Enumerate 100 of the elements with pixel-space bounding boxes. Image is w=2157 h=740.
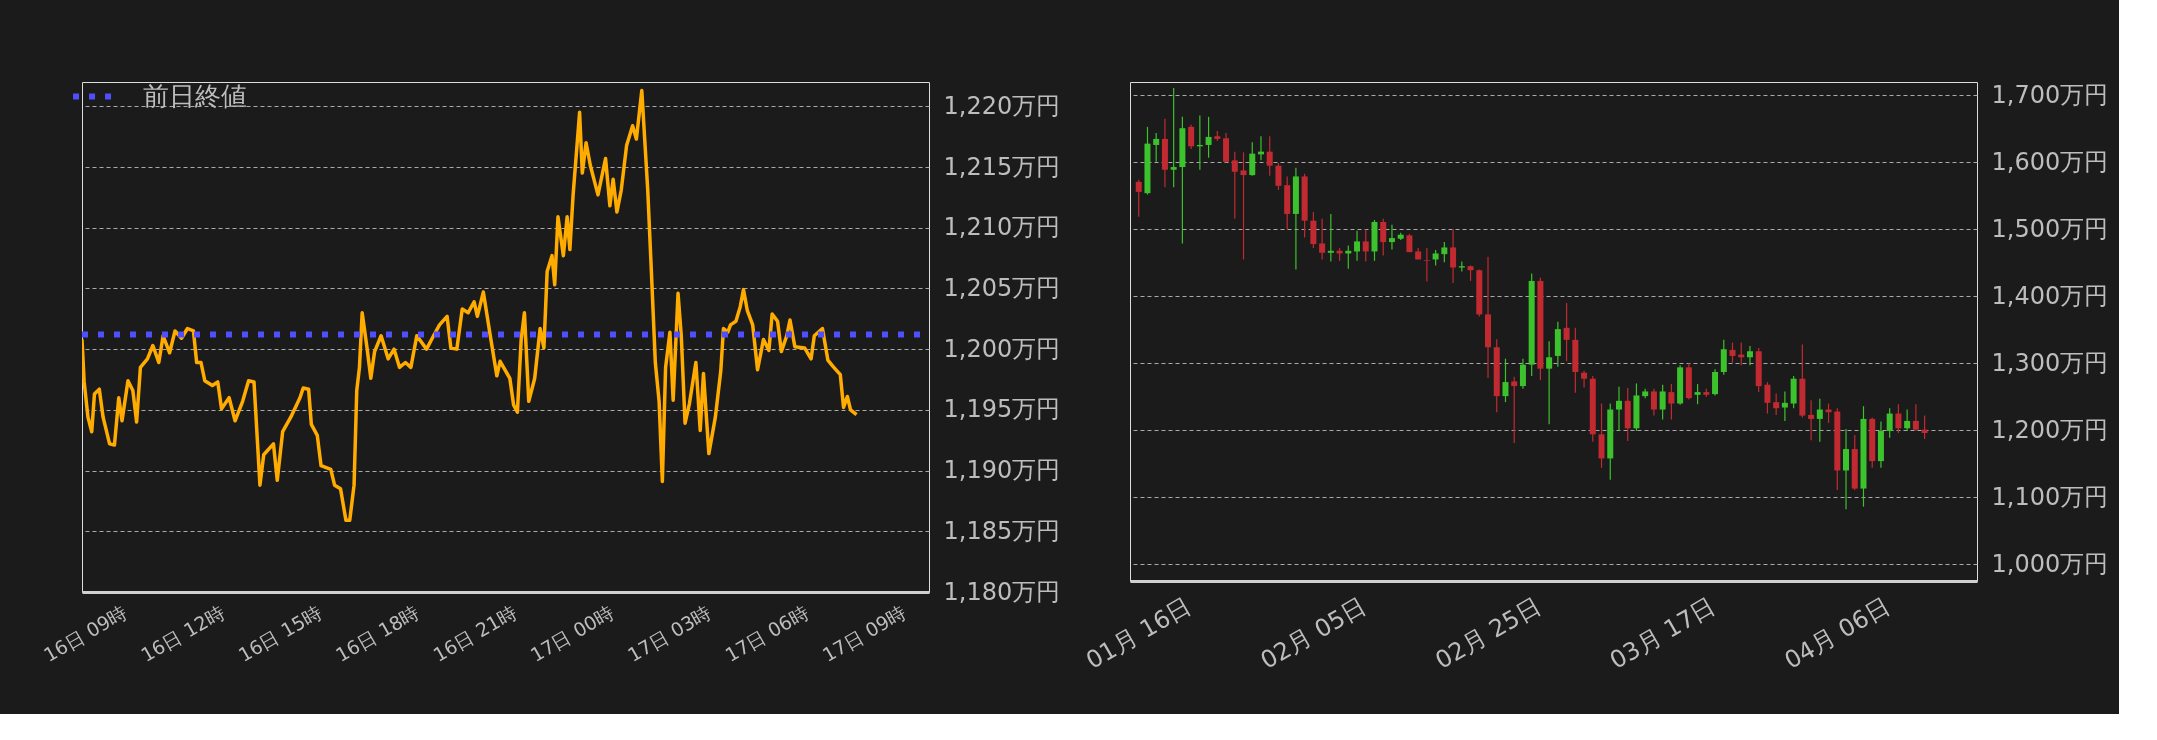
candlestick bbox=[1537, 276, 1544, 381]
candlestick bbox=[1406, 233, 1413, 253]
candlestick bbox=[1266, 135, 1273, 177]
candlestick bbox=[1362, 228, 1369, 263]
candlestick bbox=[1519, 358, 1526, 390]
candlestick bbox=[1493, 338, 1500, 413]
candlestick bbox=[1528, 272, 1535, 377]
candlestick bbox=[1615, 386, 1622, 432]
candlestick bbox=[1231, 151, 1238, 220]
candlestick bbox=[1869, 416, 1876, 469]
candlestick bbox=[1799, 343, 1806, 419]
y-tick-label: 1,700万円 bbox=[1991, 80, 2109, 109]
candlestick bbox=[1240, 151, 1247, 261]
y-tick-label: 1,215万円 bbox=[943, 152, 1061, 181]
candlestick bbox=[1668, 383, 1675, 421]
y-tick-label: 1,200万円 bbox=[943, 334, 1061, 363]
candlestick bbox=[1581, 370, 1588, 389]
y-tick-label: 1,210万円 bbox=[943, 213, 1061, 242]
candlestick bbox=[1677, 364, 1684, 406]
x-tick-label: 16日 15時 bbox=[234, 600, 326, 667]
candlestick bbox=[1851, 434, 1858, 491]
candlestick bbox=[1153, 132, 1160, 163]
candlestick bbox=[1808, 399, 1815, 441]
candlestick bbox=[1659, 384, 1666, 421]
x-tick-label: 16日 21時 bbox=[429, 600, 521, 667]
x-tick-label: 16日 18時 bbox=[331, 600, 423, 667]
y-tick-label: 1,180万円 bbox=[943, 577, 1061, 606]
y-tick-label: 1,000万円 bbox=[1991, 549, 2109, 578]
candlestick bbox=[1886, 407, 1893, 439]
x-tick-label: 03月 17日 bbox=[1605, 592, 1721, 675]
x-tick-label: 17日 03時 bbox=[623, 600, 715, 667]
x-tick-label: 01月 16日 bbox=[1081, 592, 1197, 675]
candlestick bbox=[1895, 403, 1902, 434]
candlestick bbox=[1720, 339, 1727, 376]
x-tick-label: 17日 09時 bbox=[818, 600, 910, 667]
candlestick bbox=[1144, 126, 1151, 196]
candlestick bbox=[1554, 321, 1561, 368]
candlestick bbox=[1476, 268, 1483, 318]
candlestick bbox=[1921, 414, 1928, 440]
candlestick bbox=[1441, 241, 1448, 263]
candlestick bbox=[1834, 407, 1841, 491]
candlestick bbox=[1292, 167, 1299, 271]
candlestick bbox=[1598, 402, 1605, 469]
x-tick-label: 16日 12時 bbox=[137, 600, 229, 667]
candlestick bbox=[1877, 420, 1884, 469]
legend-label: 前日終値 bbox=[143, 80, 247, 111]
candlestick bbox=[1633, 382, 1640, 432]
candlestick bbox=[1746, 345, 1753, 366]
candlestick bbox=[1712, 368, 1719, 397]
x-tick-label: 16日 09時 bbox=[39, 600, 131, 667]
candlestick bbox=[1624, 387, 1631, 442]
candlestick bbox=[1170, 87, 1177, 188]
y-tick-label: 1,220万円 bbox=[943, 91, 1061, 120]
candlestick bbox=[1371, 219, 1378, 262]
x-tick-label: 17日 00時 bbox=[526, 600, 618, 667]
candlestick bbox=[1860, 405, 1867, 508]
candlestick bbox=[1188, 124, 1195, 150]
candlestick bbox=[1179, 116, 1186, 245]
candlestick bbox=[1816, 398, 1823, 443]
y-tick-label: 1,500万円 bbox=[1991, 214, 2109, 243]
y-tick-label: 1,185万円 bbox=[943, 516, 1061, 545]
candlestick bbox=[1607, 402, 1614, 481]
candlestick bbox=[1380, 218, 1387, 257]
candlestick bbox=[1423, 247, 1430, 283]
candlestick bbox=[1284, 175, 1291, 230]
y-tick-label: 1,300万円 bbox=[1991, 348, 2109, 377]
candlestick bbox=[1354, 230, 1361, 262]
candlestick bbox=[1764, 381, 1771, 415]
candlestick bbox=[1327, 213, 1334, 263]
y-tick-label: 1,600万円 bbox=[1991, 147, 2109, 176]
candlestick bbox=[1450, 228, 1457, 284]
candlestick bbox=[1904, 408, 1911, 432]
y-tick-label: 1,190万円 bbox=[943, 456, 1061, 485]
candlestick bbox=[1161, 118, 1168, 188]
y-tick-label: 1,100万円 bbox=[1991, 482, 2109, 511]
y-tick-label: 1,195万円 bbox=[943, 395, 1061, 424]
candlestick bbox=[1773, 392, 1780, 416]
candlestick bbox=[1223, 132, 1230, 163]
x-tick-label: 02月 25日 bbox=[1430, 592, 1546, 675]
candlestick bbox=[1546, 340, 1553, 425]
y-tick-label: 1,205万円 bbox=[943, 273, 1061, 302]
candlestick bbox=[1511, 376, 1518, 444]
candlestick bbox=[1572, 327, 1579, 394]
candlestick bbox=[1275, 162, 1282, 191]
candlestick bbox=[1755, 347, 1762, 393]
candlestick bbox=[1912, 403, 1919, 432]
candlestick bbox=[1790, 375, 1797, 409]
candlestick bbox=[1205, 116, 1212, 159]
candlestick bbox=[1694, 383, 1701, 405]
x-tick-label: 17日 06時 bbox=[721, 600, 813, 667]
x-tick-label: 04月 06日 bbox=[1779, 592, 1895, 675]
candlestick bbox=[1502, 358, 1509, 403]
candlestick bbox=[1650, 388, 1657, 417]
y-tick-label: 1,400万円 bbox=[1991, 281, 2109, 310]
candlestick bbox=[1301, 173, 1308, 238]
candlestick bbox=[1781, 390, 1788, 422]
candlestick bbox=[1843, 428, 1850, 510]
candlestick bbox=[1310, 211, 1317, 249]
y-tick-label: 1,200万円 bbox=[1991, 415, 2109, 444]
candlestick bbox=[1485, 256, 1492, 379]
